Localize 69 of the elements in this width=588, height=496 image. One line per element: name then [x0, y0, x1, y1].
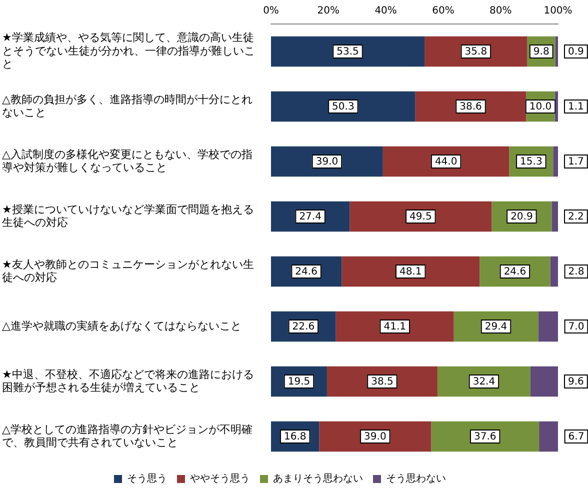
bar — [336, 311, 454, 342]
bar — [552, 201, 558, 232]
data-label: 35.8 — [464, 46, 488, 58]
bar — [271, 36, 425, 67]
data-label: 10.0 — [529, 102, 552, 113]
bar — [415, 91, 526, 122]
data-label: 50.3 — [332, 102, 354, 113]
data-label: 53.5 — [336, 46, 359, 58]
bar — [431, 421, 540, 452]
data-label: 24.6 — [504, 266, 526, 278]
y-tick-label: △入試制度の多様化や変更にともない、学校での指導や対策が難しくなっていること — [2, 148, 252, 174]
data-label: 1.1 — [568, 102, 584, 113]
data-label: 48.1 — [399, 266, 422, 278]
y-tick-label: △進学や就職の実績をあげなくてはならないこと — [2, 319, 242, 332]
y-tick-label: △学校としての進路指導の方針やビジョンが不明確で、教員間で共有されていないこと — [2, 422, 252, 449]
bar — [530, 366, 558, 397]
x-tick-label: 80% — [489, 6, 512, 17]
data-label: 2.8 — [568, 266, 584, 278]
data-label: 32.4 — [472, 376, 496, 388]
bar — [555, 36, 558, 67]
legend-label: ややそう思う — [190, 474, 250, 485]
data-label: 41.1 — [384, 322, 406, 333]
data-label: 7.0 — [568, 322, 584, 333]
data-label: 37.6 — [474, 432, 496, 443]
x-tick-label: 20% — [317, 6, 340, 17]
data-label: 49.5 — [410, 212, 432, 223]
data-label: 19.5 — [288, 376, 310, 388]
data-label: 38.5 — [371, 376, 394, 388]
y-tick-label: ★中退、不登校、不適応などで将来の進路における困難が予想される生徒が増えていること — [2, 368, 254, 394]
bar — [326, 366, 438, 397]
data-label: 9.6 — [568, 376, 584, 388]
legend-label: そう思う — [127, 474, 167, 485]
data-label: 24.6 — [295, 266, 318, 278]
data-label: 22.6 — [292, 322, 315, 333]
bar — [350, 201, 492, 232]
x-tick-label: 100% — [544, 6, 572, 17]
y-tick-label: △教師の負担が多く、進路指導の時間が十分にとれないこと — [2, 92, 252, 119]
data-label: 29.4 — [484, 322, 508, 333]
data-label: 20.9 — [510, 212, 533, 223]
data-label: 44.0 — [434, 156, 458, 168]
data-label: 39.0 — [364, 432, 386, 443]
y-tick-label: ★授業についていけないなど学業面で問題を抱える生徒への対応 — [2, 202, 254, 229]
data-label: 2.2 — [568, 212, 584, 223]
bar — [538, 311, 558, 342]
data-label: 38.6 — [460, 102, 482, 113]
data-label: 6.7 — [568, 432, 584, 443]
y-tick-label: ★学業成績や、やる気等に関して、意識の高い生徒とそうでない生徒が分かれ、一律の指導が難しいこと — [2, 31, 255, 71]
y-tick-label: ★友人や教師とのコミュニケーションがとれない生徒への対応 — [2, 258, 254, 284]
bar — [539, 421, 558, 452]
data-label: 0.9 — [568, 46, 584, 58]
data-label: 9.8 — [533, 46, 550, 58]
legend-label: あまりそう思わない — [273, 474, 363, 485]
data-label: 27.4 — [299, 212, 322, 223]
data-label: 1.7 — [568, 156, 584, 168]
x-tick-label: 60% — [432, 6, 454, 17]
bar — [271, 91, 416, 122]
bar — [424, 36, 528, 67]
data-label: 39.0 — [316, 156, 338, 168]
data-label: 15.3 — [520, 156, 542, 168]
bar — [553, 146, 558, 177]
bar — [271, 146, 383, 177]
x-tick-label: 0% — [263, 6, 279, 17]
legend-label: そう思わない — [386, 474, 446, 485]
bar — [550, 256, 558, 287]
bar — [319, 421, 432, 452]
data-label: 16.8 — [284, 432, 306, 443]
bar — [382, 146, 510, 177]
bar — [342, 256, 480, 287]
x-tick-label: 40% — [374, 6, 397, 17]
